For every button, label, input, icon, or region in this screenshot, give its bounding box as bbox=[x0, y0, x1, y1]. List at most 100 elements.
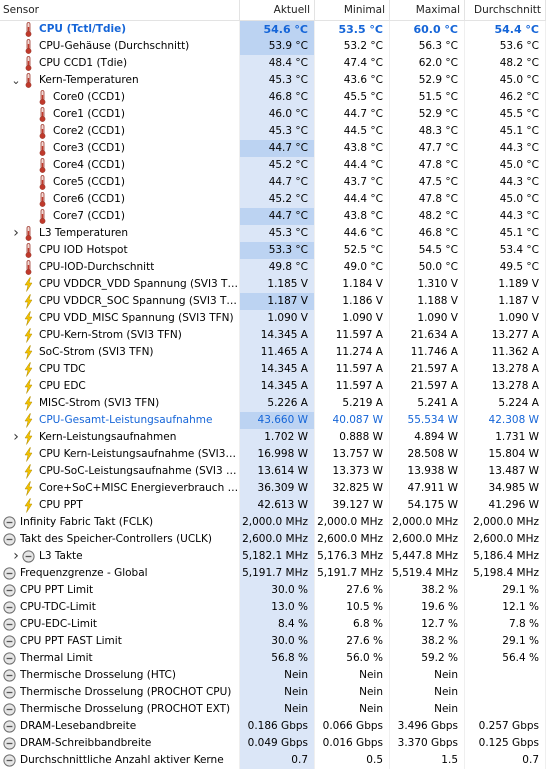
max-value-cell: 3.496 Gbps bbox=[390, 718, 465, 735]
sensor-label: Core1 (CCD1) bbox=[53, 108, 125, 120]
table-row[interactable]: Thermische Drosselung (PROCHOT EXT) Nein N… bbox=[0, 701, 546, 718]
table-row[interactable]: Infinity Fabric Takt (FCLK) 2,000.0 MHz 2,… bbox=[0, 514, 546, 531]
thermometer-icon bbox=[36, 158, 49, 173]
current-value-cell: 46.8 °C bbox=[240, 89, 315, 106]
sensor-label: CPU TDC bbox=[39, 363, 86, 375]
table-row[interactable]: CPU-Gesamt-Leistungsaufnahme 43.660 W 40.0… bbox=[0, 412, 546, 429]
sensor-name-cell: Thermal Limit bbox=[0, 650, 240, 667]
column-header-avg[interactable]: Durchschnitt bbox=[465, 0, 546, 20]
max-value-cell: 59.2 % bbox=[390, 650, 465, 667]
table-row[interactable]: › L3 Takte 5,182.1 MHz 5,176.3 MHz 5,447.8 M… bbox=[0, 548, 546, 565]
table-row[interactable]: CPU PPT FAST Limit 30.0 % 27.6 % 38.2 % 29.1… bbox=[0, 633, 546, 650]
thermometer-icon bbox=[36, 90, 49, 105]
table-row[interactable]: CPU IOD Hotspot 53.3 °C 52.5 °C 54.5 °C 53.4… bbox=[0, 242, 546, 259]
max-value-cell: 1.5 bbox=[390, 752, 465, 769]
table-row[interactable]: Core2 (CCD1) 45.3 °C 44.5 °C 48.3 °C 45.1 °C bbox=[0, 123, 546, 140]
current-value-cell: 2,000.0 MHz bbox=[240, 514, 315, 531]
current-value-cell: 0.7 bbox=[240, 752, 315, 769]
avg-value-cell: 29.1 % bbox=[465, 582, 546, 599]
current-value-cell: 44.7 °C bbox=[240, 174, 315, 191]
table-row[interactable]: MISC-Strom (SVI3 TFN) 5.226 A 5.219 A 5.241… bbox=[0, 395, 546, 412]
min-value-cell: 45.5 °C bbox=[315, 89, 390, 106]
table-row[interactable]: CPU Kern-Leistungsaufnahme (SVI3 TFN) 16.… bbox=[0, 446, 546, 463]
expand-chevron-right-icon[interactable]: › bbox=[13, 225, 19, 241]
table-row[interactable]: ⌄ Kern-Temperaturen 45.3 °C 43.6 °C 52.9 °C 4… bbox=[0, 72, 546, 89]
expand-chevron-down-icon[interactable]: ⌄ bbox=[11, 73, 21, 87]
sensor-label: CPU (Tctl/Tdie) bbox=[39, 23, 127, 35]
expand-chevron-right-icon[interactable]: › bbox=[13, 429, 19, 445]
lightning-icon bbox=[22, 311, 35, 326]
lightning-icon bbox=[22, 481, 35, 496]
table-row[interactable]: Core1 (CCD1) 46.0 °C 44.7 °C 52.9 °C 45.5 °C bbox=[0, 106, 546, 123]
table-row[interactable]: Durchschnittliche Anzahl aktiver Kerne 0.… bbox=[0, 752, 546, 769]
sensor-label: Core2 (CCD1) bbox=[53, 125, 125, 137]
table-row[interactable]: Core+SoC+MISC Energieverbrauch (S... 36.3… bbox=[0, 480, 546, 497]
table-row[interactable]: CPU-IOD-Durchschnitt 49.8 °C 49.0 °C 50.0 °… bbox=[0, 259, 546, 276]
max-value-cell: 56.3 °C bbox=[390, 38, 465, 55]
current-value-cell: 44.7 °C bbox=[240, 208, 315, 225]
table-row[interactable]: CPU PPT 42.613 W 39.127 W 54.175 W 41.296 W bbox=[0, 497, 546, 514]
table-row[interactable]: Thermal Limit 56.8 % 56.0 % 59.2 % 56.4 % bbox=[0, 650, 546, 667]
table-row[interactable]: › L3 Temperaturen 45.3 °C 44.6 °C 46.8 °C 45.… bbox=[0, 225, 546, 242]
thermometer-icon bbox=[22, 260, 35, 275]
table-row[interactable]: Core6 (CCD1) 45.2 °C 44.4 °C 47.8 °C 45.0 °C bbox=[0, 191, 546, 208]
table-row[interactable]: CPU EDC 14.345 A 11.597 A 21.597 A 13.278 A bbox=[0, 378, 546, 395]
table-row[interactable]: Thermische Drosselung (HTC) Nein Nein Nein bbox=[0, 667, 546, 684]
avg-value-cell: 13.487 W bbox=[465, 463, 546, 480]
table-row[interactable]: Frequenzgrenze - Global 5,191.7 MHz 5,191.… bbox=[0, 565, 546, 582]
table-row[interactable]: CPU TDC 14.345 A 11.597 A 21.597 A 13.278 A bbox=[0, 361, 546, 378]
avg-value-cell: 42.308 W bbox=[465, 412, 546, 429]
sensor-label: Kern-Leistungsaufnahmen bbox=[39, 431, 177, 443]
sensor-name-cell: › L3 Temperaturen bbox=[0, 225, 240, 242]
table-row[interactable]: DRAM-Schreibbandbreite 0.049 Gbps 0.016 Gb… bbox=[0, 735, 546, 752]
table-row[interactable]: CPU (Tctl/Tdie) 54.6 °C 53.5 °C 60.0 °C 54.4… bbox=[0, 21, 546, 38]
table-row[interactable]: Core5 (CCD1) 44.7 °C 43.7 °C 47.5 °C 44.3 °C bbox=[0, 174, 546, 191]
lightning-icon bbox=[22, 277, 35, 292]
column-header-max[interactable]: Maximal bbox=[390, 0, 465, 20]
min-value-cell: 5.219 A bbox=[315, 395, 390, 412]
sensor-label: CPU PPT bbox=[39, 499, 83, 511]
table-row[interactable]: › Kern-Leistungsaufnahmen 1.702 W 0.888 W 4.… bbox=[0, 429, 546, 446]
max-value-cell: 21.634 A bbox=[390, 327, 465, 344]
sensor-name-cell: CPU-SoC-Leistungsaufnahme (SVI3 TFN) bbox=[0, 463, 240, 480]
sensor-name-cell: CPU VDD_MISC Spannung (SVI3 TFN) bbox=[0, 310, 240, 327]
sensor-name-cell: Durchschnittliche Anzahl aktiver Kerne bbox=[0, 752, 240, 769]
table-row[interactable]: Takt des Speicher-Controllers (UCLK) 2,60… bbox=[0, 531, 546, 548]
sensor-name-cell: Thermische Drosselung (PROCHOT CPU) bbox=[0, 684, 240, 701]
table-row[interactable]: CPU-TDC-Limit 13.0 % 10.5 % 19.6 % 12.1 % bbox=[0, 599, 546, 616]
table-row[interactable]: Core4 (CCD1) 45.2 °C 44.4 °C 47.8 °C 45.0 °C bbox=[0, 157, 546, 174]
column-header-min[interactable]: Minimal bbox=[315, 0, 390, 20]
table-row[interactable]: CPU-EDC-Limit 8.4 % 6.8 % 12.7 % 7.8 % bbox=[0, 616, 546, 633]
current-value-cell: 16.998 W bbox=[240, 446, 315, 463]
table-row[interactable]: DRAM-Lesebandbreite 0.186 Gbps 0.066 Gbps 3… bbox=[0, 718, 546, 735]
expand-chevron-right-icon[interactable]: › bbox=[13, 548, 19, 564]
sensor-name-cell: CPU PPT FAST Limit bbox=[0, 633, 240, 650]
table-row[interactable]: CPU VDDCR_VDD Spannung (SVI3 TFN) 1.185 V… bbox=[0, 276, 546, 293]
avg-value-cell: 0.257 Gbps bbox=[465, 718, 546, 735]
sensor-label: Core7 (CCD1) bbox=[53, 210, 125, 222]
table-row[interactable]: Core0 (CCD1) 46.8 °C 45.5 °C 51.5 °C 46.2 °C bbox=[0, 89, 546, 106]
current-value-cell: 53.9 °C bbox=[240, 38, 315, 55]
sensor-label: CPU PPT Limit bbox=[20, 584, 94, 596]
table-row[interactable]: Core3 (CCD1) 44.7 °C 43.8 °C 47.7 °C 44.3 °C bbox=[0, 140, 546, 157]
column-header-current[interactable]: Aktuell bbox=[240, 0, 315, 20]
thermometer-icon bbox=[36, 209, 49, 224]
table-row[interactable]: SoC-Strom (SVI3 TFN) 11.465 A 11.274 A 11.7… bbox=[0, 344, 546, 361]
max-value-cell: 54.175 W bbox=[390, 497, 465, 514]
table-row[interactable]: CPU-Kern-Strom (SVI3 TFN) 14.345 A 11.597 … bbox=[0, 327, 546, 344]
lightning-icon bbox=[22, 464, 35, 479]
table-row[interactable]: CPU CCD1 (Tdie) 48.4 °C 47.4 °C 62.0 °C 48.2… bbox=[0, 55, 546, 72]
table-row[interactable]: CPU-SoC-Leistungsaufnahme (SVI3 TFN) 13.6… bbox=[0, 463, 546, 480]
table-row[interactable]: Thermische Drosselung (PROCHOT CPU) Nein N… bbox=[0, 684, 546, 701]
column-header-sensor[interactable]: Sensor bbox=[0, 0, 240, 20]
table-row[interactable]: CPU PPT Limit 30.0 % 27.6 % 38.2 % 29.1 % bbox=[0, 582, 546, 599]
thermometer-icon bbox=[36, 124, 49, 139]
avg-value-cell: 34.985 W bbox=[465, 480, 546, 497]
max-value-cell: 19.6 % bbox=[390, 599, 465, 616]
table-row[interactable]: CPU VDDCR_SOC Spannung (SVI3 TFN) 1.187 V… bbox=[0, 293, 546, 310]
table-row[interactable]: Core7 (CCD1) 44.7 °C 43.8 °C 48.2 °C 44.3 °C bbox=[0, 208, 546, 225]
table-row[interactable]: CPU-Gehäuse (Durchschnitt) 53.9 °C 53.2 °C… bbox=[0, 38, 546, 55]
avg-value-cell: 48.2 °C bbox=[465, 55, 546, 72]
